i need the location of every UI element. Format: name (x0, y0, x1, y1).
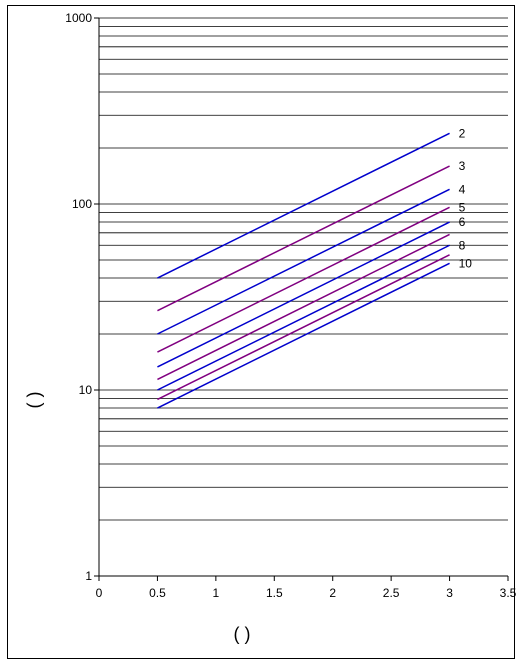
chart-frame (7, 5, 515, 659)
series-line (157, 188, 450, 335)
x-tick-label: 0.5 (149, 586, 166, 600)
series-line (157, 221, 450, 368)
y-tick-label: 100 (72, 197, 92, 211)
series-line (157, 165, 450, 312)
series-label: 5 (459, 200, 466, 214)
series-label: 3 (459, 159, 466, 173)
series-label: 4 (459, 182, 466, 196)
x-tick-label: 2 (329, 586, 336, 600)
series-label: 8 (459, 238, 466, 252)
x-tick-label: 1.5 (266, 586, 283, 600)
series-line (157, 206, 450, 353)
y-tick-label: 1 (85, 569, 92, 583)
y-tick-label: 10 (79, 383, 93, 397)
y-tick-label: 1000 (65, 11, 92, 25)
series-line (157, 244, 450, 391)
series-line (157, 254, 450, 401)
series-line (157, 262, 450, 409)
grid-lines (99, 17, 508, 521)
y-axis-label: ( ) (24, 392, 44, 409)
x-axis-label: ( ) (234, 624, 251, 644)
series-line (157, 132, 450, 279)
series-lines (157, 132, 450, 409)
x-tick-label: 1 (213, 586, 220, 600)
series-label: 10 (459, 256, 473, 270)
series-line (157, 233, 450, 381)
tick-labels: 0 0.5 1 1.5 2 2.5 3 3.5 1 10 100 1000 (65, 11, 516, 600)
x-tick-label: 2.5 (383, 586, 400, 600)
series-label: 2 (459, 126, 466, 140)
x-tick-label: 3.5 (500, 586, 517, 600)
axes (94, 17, 509, 581)
series-labels: 2 3 4 56 8 10 (459, 126, 473, 270)
x-tick-label: 0 (96, 586, 103, 600)
x-tick-label: 3 (446, 586, 453, 600)
series-label: 6 (459, 215, 466, 229)
